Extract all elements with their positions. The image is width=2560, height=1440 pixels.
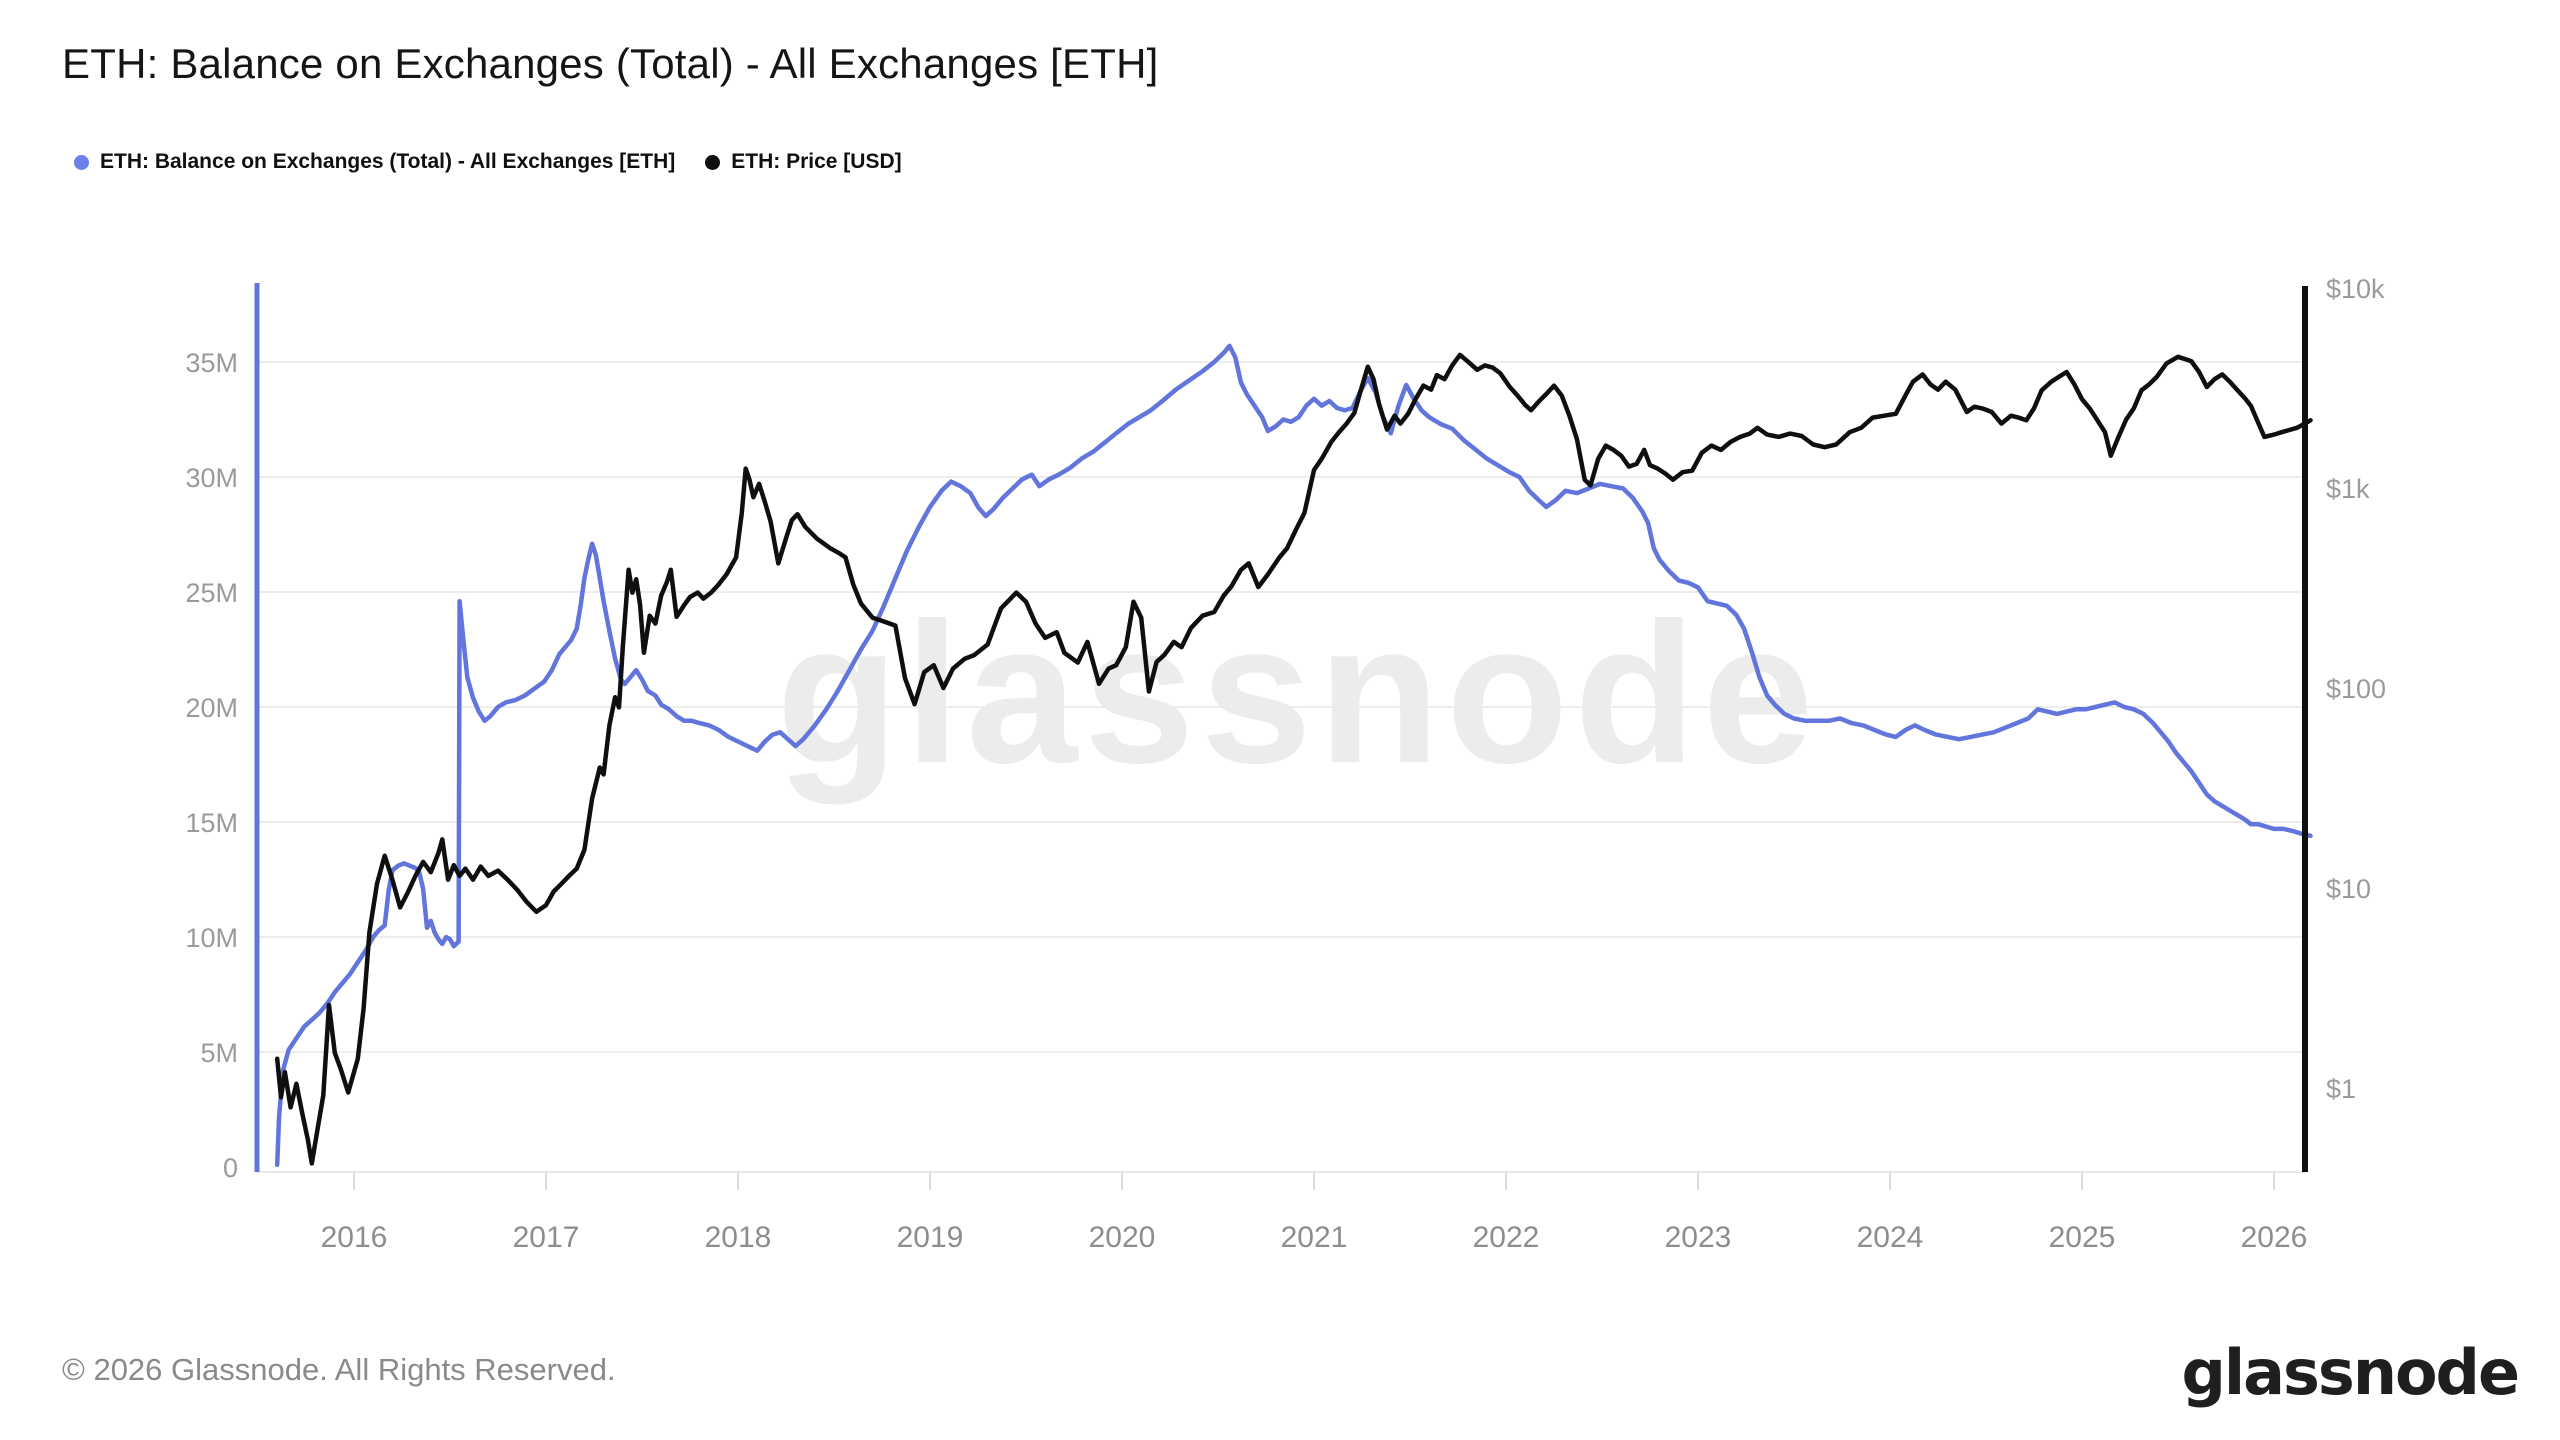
price-line [274,352,2313,1166]
legend-item-price[interactable]: ETH: Price [USD] [705,150,902,174]
y-axis-right-label: $1k [2326,474,2370,504]
y-axis-left-label: 30M [185,463,238,493]
x-axis-label: 2020 [1089,1221,1156,1254]
y-axis-left-label: 20M [185,693,238,723]
x-axis-label: 2019 [897,1221,964,1254]
page-title: ETH: Balance on Exchanges (Total) - All … [62,40,1159,87]
y-axis-right-label: $100 [2326,674,2386,704]
x-axis-label: 2017 [513,1221,580,1254]
legend-label-balance: ETH: Balance on Exchanges (Total) - All … [100,150,676,173]
y-axis-right-label: $10k [2326,274,2385,304]
legend-dot-price-icon [705,154,721,170]
glassnode-logo: glassnode [2181,1336,2520,1409]
watermark-text: glassnode [776,582,1819,805]
legend-dot-balance-icon [74,154,89,170]
y-axis-left-label: 15M [185,808,238,838]
legend-label-price: ETH: Price [USD] [731,150,902,173]
x-axis-label: 2024 [1857,1221,1924,1254]
y-axis-right-label: $10 [2326,874,2371,904]
y-axis-left-label: 5M [200,1038,238,1068]
y-axis-left-label: 10M [185,923,238,953]
legend-item-balance[interactable]: ETH: Balance on Exchanges (Total) - All … [74,150,675,174]
chart-legend: ETH: Balance on Exchanges (Total) - All … [74,150,902,174]
x-axis-label: 2026 [2241,1221,2308,1254]
balance-line [274,343,2313,1167]
x-axis-label: 2016 [321,1221,388,1254]
x-axis-label: 2023 [1665,1221,1732,1254]
x-axis-label: 2018 [705,1221,772,1254]
x-axis-label: 2025 [2049,1221,2116,1254]
y-axis-right-label: $1 [2326,1074,2356,1104]
x-axis-label: 2022 [1473,1221,1540,1254]
y-axis-left-label: 25M [185,578,238,608]
copyright-text: © 2026 Glassnode. All Rights Reserved. [62,1352,616,1387]
y-axis-left-label: 0 [223,1153,238,1183]
y-axis-left-label: 35M [185,348,238,378]
x-axis-label: 2021 [1281,1221,1348,1254]
